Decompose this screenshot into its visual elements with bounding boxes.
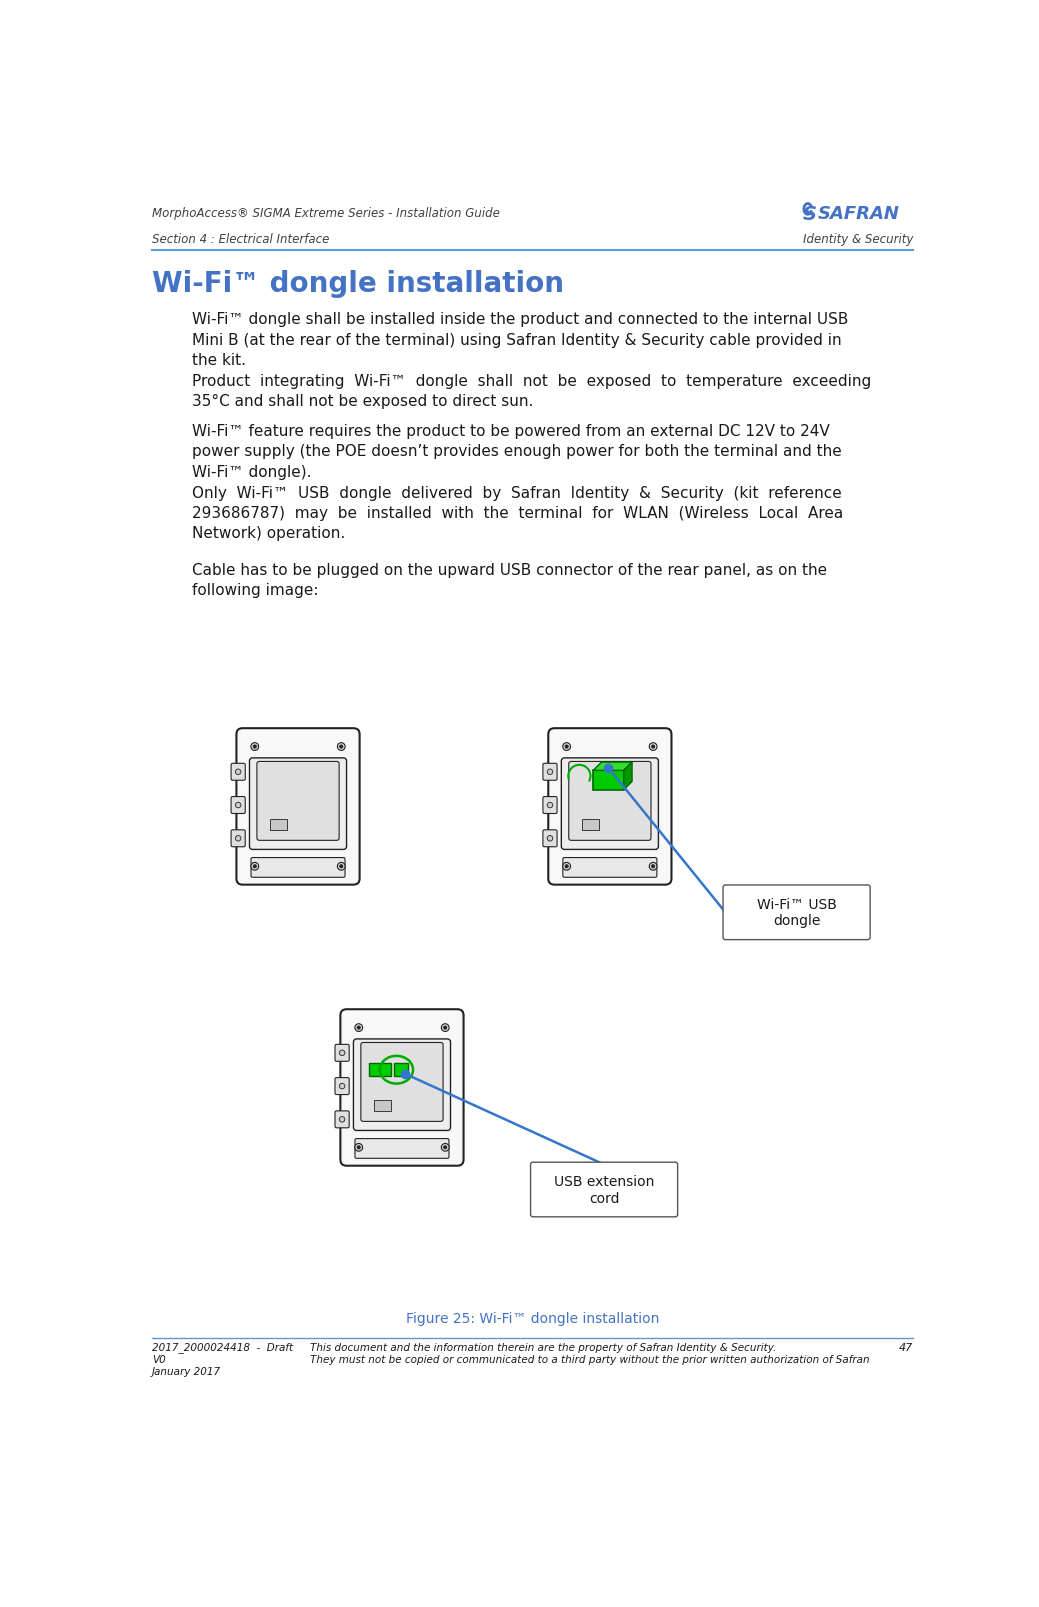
Text: January 2017: January 2017 — [152, 1366, 221, 1376]
FancyBboxPatch shape — [231, 763, 245, 781]
FancyBboxPatch shape — [355, 1139, 449, 1159]
Circle shape — [338, 742, 345, 750]
FancyBboxPatch shape — [237, 728, 359, 885]
FancyBboxPatch shape — [361, 1043, 443, 1122]
Text: Product  integrating  Wi-Fi™  dongle  shall  not  be  exposed  to  temperature  : Product integrating Wi-Fi™ dongle shall … — [192, 374, 872, 410]
Circle shape — [563, 742, 570, 750]
Circle shape — [236, 836, 241, 842]
Bar — [374, 1099, 391, 1110]
Circle shape — [563, 863, 570, 871]
Circle shape — [340, 1051, 345, 1056]
Text: 47: 47 — [899, 1342, 913, 1351]
Circle shape — [444, 1027, 447, 1030]
Circle shape — [442, 1144, 449, 1152]
Circle shape — [340, 1083, 345, 1090]
FancyBboxPatch shape — [531, 1162, 677, 1216]
Text: Wi-Fi™ feature requires the product to be powered from an external DC 12V to 24V: Wi-Fi™ feature requires the product to b… — [192, 424, 843, 479]
Circle shape — [340, 1117, 345, 1122]
Text: Section 4 : Electrical Interface: Section 4 : Electrical Interface — [152, 233, 329, 246]
Circle shape — [236, 804, 241, 808]
Bar — [270, 820, 287, 831]
Circle shape — [250, 863, 259, 871]
Text: USB extension
cord: USB extension cord — [554, 1175, 655, 1205]
Circle shape — [355, 1144, 363, 1152]
Circle shape — [442, 1024, 449, 1032]
FancyBboxPatch shape — [353, 1040, 451, 1131]
Text: This document and the information therein are the property of Safran Identity & : This document and the information therei… — [310, 1342, 776, 1351]
Circle shape — [357, 1146, 361, 1149]
Circle shape — [355, 1024, 363, 1032]
FancyBboxPatch shape — [549, 728, 671, 885]
FancyBboxPatch shape — [251, 858, 345, 877]
Polygon shape — [593, 763, 632, 771]
Circle shape — [254, 865, 257, 868]
Circle shape — [357, 1027, 361, 1030]
FancyBboxPatch shape — [543, 763, 557, 781]
Circle shape — [649, 742, 657, 750]
FancyBboxPatch shape — [543, 831, 557, 847]
FancyBboxPatch shape — [568, 762, 651, 840]
Text: Cable has to be plugged on the upward USB connector of the rear panel, as on the: Cable has to be plugged on the upward US… — [192, 562, 828, 598]
Text: SAFRAN: SAFRAN — [818, 204, 900, 222]
FancyBboxPatch shape — [335, 1078, 349, 1094]
Text: Only  Wi-Fi™  USB  dongle  delivered  by  Safran  Identity  &  Security  (kit  r: Only Wi-Fi™ USB dongle delivered by Safr… — [192, 485, 844, 542]
FancyBboxPatch shape — [231, 831, 245, 847]
Circle shape — [548, 770, 553, 775]
FancyBboxPatch shape — [231, 797, 245, 815]
Text: Wi-Fi™ dongle installation: Wi-Fi™ dongle installation — [152, 270, 564, 297]
FancyBboxPatch shape — [341, 1009, 463, 1167]
Circle shape — [565, 865, 568, 868]
Text: V0: V0 — [152, 1355, 165, 1364]
Circle shape — [565, 746, 568, 749]
FancyBboxPatch shape — [563, 858, 657, 877]
Circle shape — [649, 863, 657, 871]
Circle shape — [651, 746, 655, 749]
Text: They must not be copied or communicated to a third party without the prior writt: They must not be copied or communicated … — [310, 1355, 870, 1364]
Text: Wi-Fi™ dongle shall be installed inside the product and connected to the interna: Wi-Fi™ dongle shall be installed inside … — [192, 312, 849, 368]
FancyBboxPatch shape — [723, 885, 870, 940]
Text: S: S — [802, 204, 817, 223]
Circle shape — [254, 746, 257, 749]
Circle shape — [548, 804, 553, 808]
FancyBboxPatch shape — [335, 1110, 349, 1128]
FancyBboxPatch shape — [249, 759, 347, 850]
Circle shape — [338, 863, 345, 871]
Circle shape — [444, 1146, 447, 1149]
Circle shape — [340, 746, 343, 749]
Circle shape — [340, 865, 343, 868]
Text: MorphoAccess® SIGMA Extreme Series - Installation Guide: MorphoAccess® SIGMA Extreme Series - Ins… — [152, 207, 500, 220]
FancyBboxPatch shape — [257, 762, 339, 840]
Circle shape — [250, 742, 259, 750]
Polygon shape — [623, 763, 632, 791]
Circle shape — [651, 865, 655, 868]
Bar — [593, 771, 623, 791]
FancyBboxPatch shape — [561, 759, 659, 850]
Circle shape — [236, 770, 241, 775]
Circle shape — [548, 836, 553, 842]
Text: Identity & Security: Identity & Security — [803, 233, 913, 246]
Bar — [582, 820, 598, 831]
Text: 2017_2000024418  -  Draft: 2017_2000024418 - Draft — [152, 1342, 293, 1353]
FancyBboxPatch shape — [335, 1045, 349, 1062]
Text: Wi-Fi™ USB
dongle: Wi-Fi™ USB dongle — [756, 898, 836, 927]
FancyBboxPatch shape — [543, 797, 557, 815]
Bar — [394, 1062, 407, 1077]
Text: Figure 25: Wi-Fi™ dongle installation: Figure 25: Wi-Fi™ dongle installation — [406, 1311, 659, 1324]
Bar — [369, 1062, 391, 1077]
